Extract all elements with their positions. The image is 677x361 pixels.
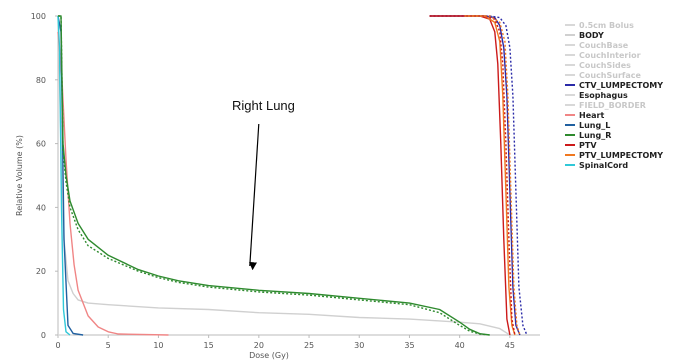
legend-label-heart: Heart: [579, 111, 604, 120]
legend-label-esophagus: Esophagus: [579, 91, 628, 100]
legend-label-couchinterior: CouchInterior: [579, 51, 641, 60]
legend-label-ptv: PTV: [579, 141, 597, 150]
legend-label-lung-l: Lung_L: [579, 121, 610, 130]
axes: 0 5 10 15 20 25 30 35 40 45 0 20 40 60 80 100: [31, 12, 540, 350]
x-tick-label: 35: [404, 341, 414, 350]
legend-label-couchbase: CouchBase: [579, 41, 629, 50]
legend: 0.5cm BolusBODYCouchBaseCouchInteriorCou…: [565, 21, 663, 170]
x-tick-label: 25: [304, 341, 314, 350]
legend-label-ptv-lumpectomy: PTV_LUMPECTOMY: [579, 151, 663, 160]
series-line-body: [57, 15, 511, 336]
series-line-ptv-lumpectomy-dotted: [464, 15, 521, 336]
legend-label-body: BODY: [579, 31, 604, 40]
series-line-ptv-dotted: [429, 15, 516, 336]
y-tick-label: 80: [36, 76, 46, 85]
legend-label-lung-r: Lung_R: [579, 131, 611, 140]
y-tick-label: 60: [36, 140, 46, 149]
x-tick-label: 40: [455, 341, 465, 350]
annotation: Right Lung: [232, 98, 295, 271]
x-tick-label: 30: [354, 341, 364, 350]
series-line-ptv-lumpectomy: [464, 15, 516, 336]
x-tick-label: 5: [106, 341, 111, 350]
x-tick-label: 10: [153, 341, 163, 350]
annotation-arrow: [249, 123, 260, 271]
x-tick-label: 0: [55, 341, 60, 350]
plot-series: [57, 15, 528, 336]
series-line-heart: [57, 31, 169, 336]
series-line-lung-r: [58, 15, 490, 336]
y-tick-label: 100: [31, 12, 46, 21]
legend-label-ctv-lumpectomy: CTV_LUMPECTOMY: [579, 81, 663, 90]
legend-label-couchsides: CouchSides: [579, 61, 631, 70]
legend-label-0-5cm-bolus: 0.5cm Bolus: [579, 21, 634, 30]
series-line-ptv: [429, 15, 511, 336]
y-tick-label: 40: [36, 203, 46, 212]
y-axis-label: Relative Volume (%): [15, 135, 24, 216]
legend-label-couchsurface: CouchSurface: [579, 71, 642, 80]
y-tick-label: 20: [36, 267, 46, 276]
series-line-lung-r-dotted: [58, 15, 490, 336]
annotation-label: Right Lung: [232, 98, 295, 113]
x-tick-label: 45: [505, 341, 515, 350]
x-tick-label: 15: [204, 341, 214, 350]
x-axis-label: Dose (Gy): [249, 351, 289, 360]
legend-label-spinalcord: SpinalCord: [579, 161, 628, 170]
series-line-spinalcord: [57, 15, 71, 336]
y-tick-label: 0: [41, 331, 46, 340]
legend-label-field-border: FIELD_BORDER: [579, 101, 646, 110]
x-tick-label: 20: [254, 341, 264, 350]
series-line-ctv-lumpectomy-dotted: [429, 15, 528, 336]
